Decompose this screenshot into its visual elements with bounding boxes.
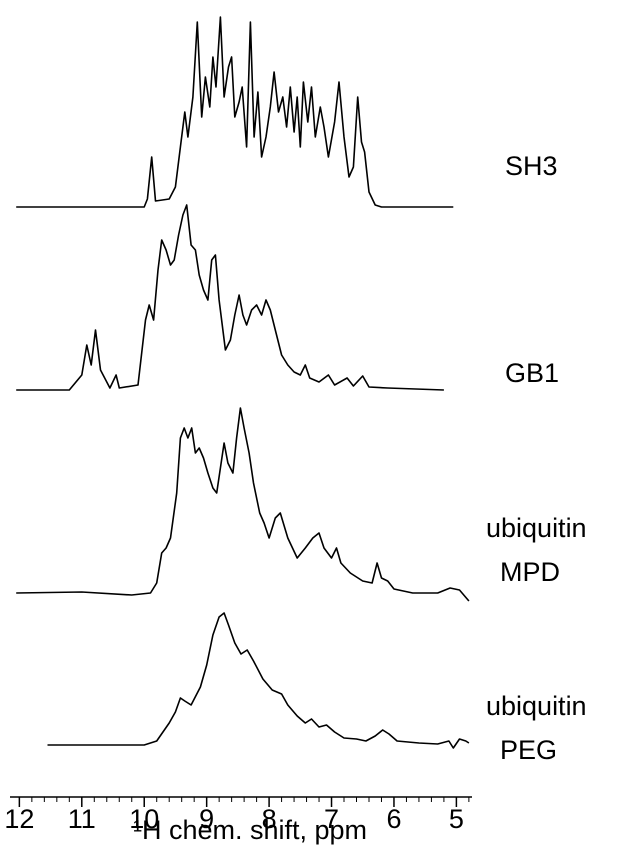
series-label: SH3 xyxy=(505,151,558,181)
x-tick-label: 6 xyxy=(386,804,401,834)
x-tick-label: 12 xyxy=(4,804,34,834)
series-label: ubiquitin xyxy=(486,513,587,543)
x-axis-label: ¹H chem. shift, ppm xyxy=(133,815,367,845)
spectrum-line xyxy=(16,204,444,391)
series-label: PEG xyxy=(500,735,557,765)
x-tick-label: 10 xyxy=(129,804,159,834)
x-tick-label: 5 xyxy=(449,804,464,834)
series-label: MPD xyxy=(500,557,560,587)
spectrum-line xyxy=(47,612,470,749)
series-label: ubiquitin xyxy=(486,691,587,721)
series-label: GB1 xyxy=(505,358,559,388)
x-tick-label: 8 xyxy=(262,804,277,834)
x-tick-label: 11 xyxy=(68,804,96,834)
spectrum-line xyxy=(16,16,454,208)
x-tick-label: 9 xyxy=(199,804,214,834)
x-tick-label: 7 xyxy=(324,804,339,834)
spectrum-line xyxy=(16,407,470,602)
